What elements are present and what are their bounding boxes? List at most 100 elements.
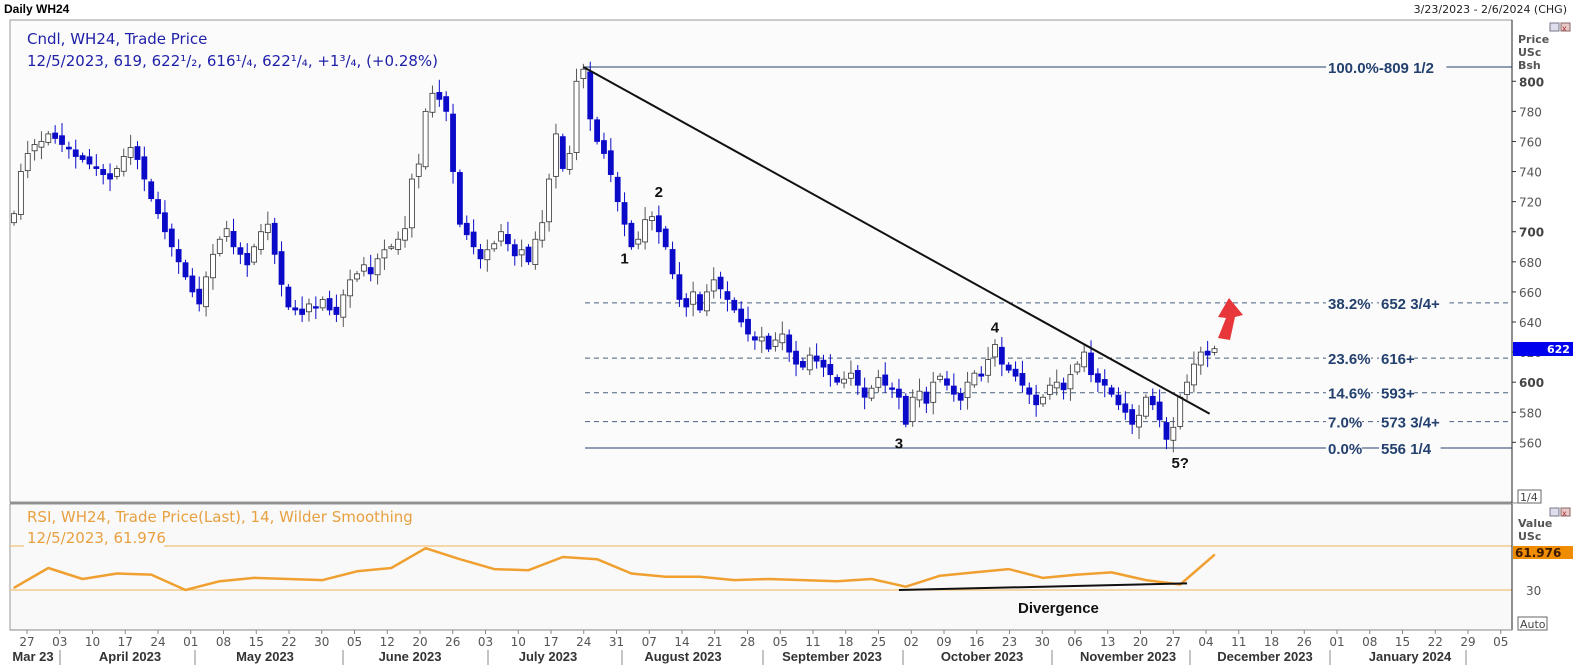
candle (902, 393, 909, 428)
date-tick-label: 06 (1067, 635, 1082, 649)
month-label: December 2023 (1217, 649, 1312, 664)
candle (806, 347, 813, 376)
candle-body (978, 373, 985, 377)
candle (258, 223, 264, 255)
divergence-line[interactable] (898, 582, 1188, 591)
price-axis[interactable]: 800780760740720700680660640620600580560 (1511, 20, 1544, 503)
candle-body (985, 359, 992, 376)
price-tick-label: 720 (1519, 196, 1542, 210)
candle-body (690, 291, 697, 305)
candle (559, 133, 566, 172)
date-tick-label: 18 (838, 635, 853, 649)
candle-body (559, 136, 566, 169)
candle-body (1040, 396, 1046, 405)
price-legend-values: 12/5/2023, 619, 622¹/₂, 616¹/₄, 622¹/₄, … (27, 52, 438, 70)
rsi-point (1076, 573, 1079, 576)
candle-body (649, 216, 655, 221)
auto-scale-button[interactable]: Auto (1517, 616, 1548, 631)
candle-body (703, 291, 710, 312)
candle (182, 259, 189, 280)
scale-button[interactable]: 1/4 (1517, 489, 1542, 504)
candle (498, 223, 504, 247)
date-tick-label: 07 (642, 635, 657, 649)
svg-text:Auto: Auto (1520, 618, 1546, 631)
candle (875, 369, 882, 393)
rsi-line (13, 546, 1216, 592)
candle (484, 239, 491, 272)
candle (546, 173, 552, 232)
wave-label: 3 (895, 435, 903, 452)
candle (505, 221, 511, 252)
price-panel-restore-button[interactable] (1549, 22, 1560, 32)
rsi-point (562, 556, 564, 558)
candle-body (1060, 382, 1067, 391)
candle (1074, 361, 1081, 375)
candle-body (463, 222, 470, 236)
candle-body (1143, 396, 1149, 417)
candle-body (264, 223, 271, 234)
candle-body (45, 133, 52, 143)
candle-body (1184, 381, 1190, 395)
candle (861, 377, 868, 410)
price-tick-label: 580 (1519, 406, 1542, 420)
candle (848, 360, 854, 386)
candle-body (477, 249, 484, 260)
candle-body (573, 80, 580, 153)
candle (1026, 382, 1033, 404)
price-tick-label: 680 (1519, 256, 1542, 270)
candle (1060, 377, 1067, 400)
candle (100, 164, 107, 185)
date-tick-label: 27 (19, 635, 34, 649)
candle-body (1026, 387, 1033, 395)
price-panel-close-button[interactable]: x (1560, 22, 1571, 33)
candle (998, 337, 1005, 377)
date-tick-label: 28 (740, 635, 755, 649)
candle-body (251, 246, 258, 263)
date-tick-label: 01 (1329, 635, 1344, 649)
candle (635, 231, 642, 250)
candle (59, 123, 65, 152)
trendline[interactable] (582, 66, 1211, 415)
price-tick-label: 800 (1519, 75, 1544, 89)
candle-body (834, 376, 841, 383)
candle (79, 152, 86, 163)
rsi-panel-close-button[interactable]: x (1560, 507, 1571, 518)
candle (669, 241, 676, 280)
candle-body (1191, 363, 1197, 386)
candle-body (210, 253, 216, 279)
candle (1081, 344, 1088, 373)
date-tick-label: 08 (1362, 635, 1377, 649)
date-tick-label: 25 (871, 635, 886, 649)
candle-body (669, 249, 676, 275)
date-axis[interactable]: 27 03 10 17 24 01 08 15 22 30 05 12 20 26 03 10 17 24 31 07… (10, 629, 1512, 665)
candle-body (52, 132, 59, 139)
candle (1211, 345, 1218, 356)
candle-body (175, 249, 182, 263)
candle-body (107, 173, 113, 180)
candle-body (786, 334, 793, 353)
candle (1204, 340, 1211, 368)
fib-label-bg (1326, 383, 1371, 401)
rsi-panel-restore-button[interactable] (1549, 507, 1560, 517)
candle-body (436, 92, 443, 100)
price-tick-label: 600 (1519, 376, 1544, 390)
candle (944, 371, 950, 391)
candle (127, 134, 134, 165)
candle (340, 289, 347, 327)
date-tick-label: 17 (118, 635, 133, 649)
candle-body (751, 336, 758, 341)
rsi-axis-title-2: USc (1518, 530, 1541, 543)
candle (738, 301, 745, 328)
candle (923, 386, 930, 414)
candle-body (402, 228, 408, 241)
svg-text:x: x (1562, 509, 1567, 518)
date-tick-label: 05 (1493, 635, 1508, 649)
candle (607, 138, 614, 183)
candle (326, 290, 333, 316)
candle-body (717, 276, 724, 290)
date-tick-label: 10 (85, 635, 100, 649)
candle (395, 231, 402, 255)
candle (216, 236, 223, 257)
date-tick-label: 12 (380, 635, 395, 649)
rsi-axis-title-1: Value (1518, 517, 1552, 530)
